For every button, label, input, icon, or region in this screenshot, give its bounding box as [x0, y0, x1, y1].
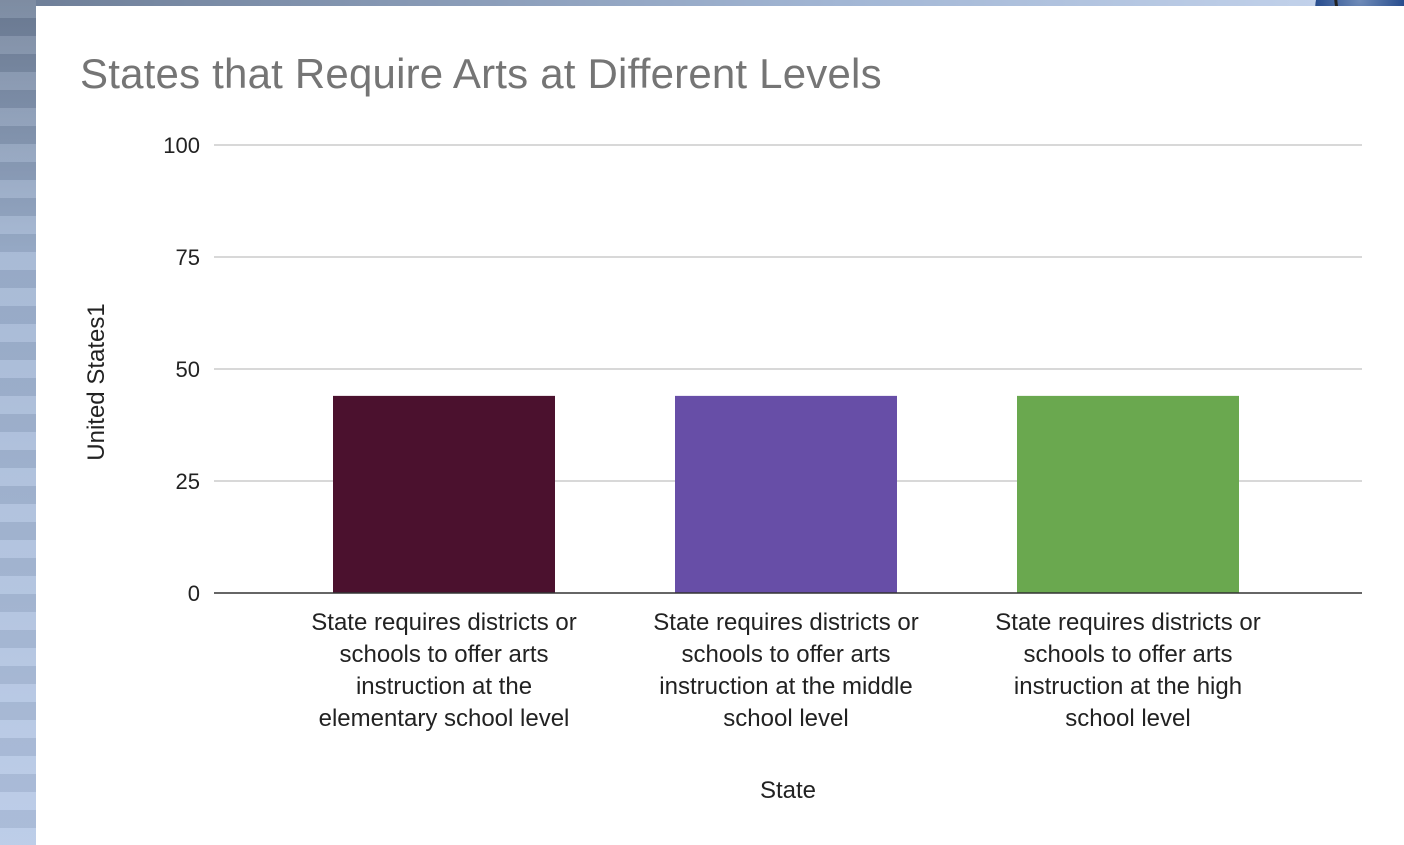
- y-tick-label: 50: [176, 357, 200, 382]
- x-category-label: State requires districts or schools to of…: [995, 609, 1260, 732]
- x-category-label-line: elementary school level: [319, 705, 570, 732]
- y-tick-label: 25: [176, 469, 200, 494]
- x-category-label-line: instruction at the: [356, 673, 532, 700]
- x-category-label-line: instruction at the middle: [659, 673, 912, 700]
- x-category-label: State requires districts or schools to of…: [653, 609, 918, 732]
- y-tick-label: 100: [163, 133, 200, 158]
- x-category-label-line: instruction at the high: [1014, 673, 1242, 700]
- bar-2: [675, 395, 897, 593]
- x-category-label-line: State requires districts or: [311, 609, 576, 636]
- x-category-label-line: school level: [1065, 705, 1190, 732]
- x-axis-labels: State requires districts or schools to of…: [311, 609, 1260, 732]
- slide-left-decoration: [0, 0, 36, 845]
- bar-chart: 0 25 50 75 100 State requires districts or sc…: [83, 133, 1362, 804]
- x-axis-title: State: [760, 777, 816, 804]
- x-category-label-line: school level: [723, 705, 848, 732]
- slide-top-band: [0, 0, 1404, 6]
- x-category-label-line: schools to offer arts: [682, 641, 891, 668]
- x-category-label-line: State requires districts or: [995, 609, 1260, 636]
- y-axis-ticks: 0 25 50 75 100: [163, 133, 200, 606]
- y-tick-label: 0: [188, 581, 200, 606]
- bars: [333, 395, 1239, 593]
- x-category-label-line: schools to offer arts: [340, 641, 549, 668]
- chart-card: States that Require Arts at Different Le…: [36, 6, 1404, 845]
- y-axis-title: United States1: [83, 303, 110, 460]
- bar-3: [1017, 395, 1239, 593]
- bar-1: [333, 395, 555, 593]
- x-category-label: State requires districts or schools to of…: [311, 609, 576, 732]
- y-tick-label: 75: [176, 245, 200, 270]
- x-category-label-line: schools to offer arts: [1024, 641, 1233, 668]
- chart-title: States that Require Arts at Different Le…: [80, 50, 882, 97]
- x-category-label-line: State requires districts or: [653, 609, 918, 636]
